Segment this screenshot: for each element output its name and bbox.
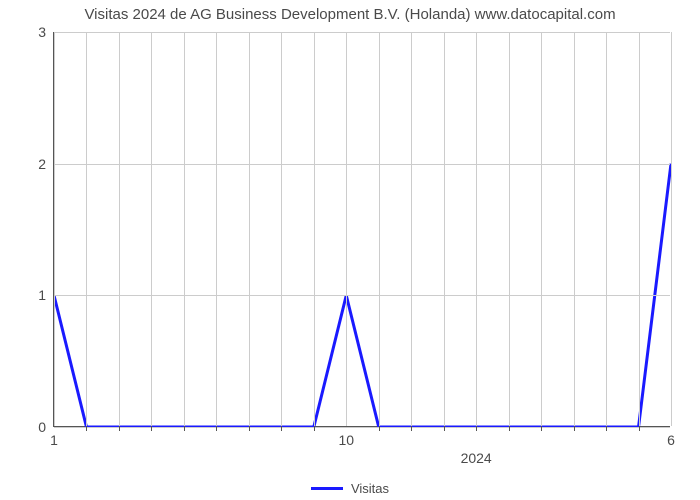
gridline-v xyxy=(541,32,542,426)
plot-area: 012311062024 xyxy=(53,32,670,427)
gridline-v xyxy=(314,32,315,426)
x-minor-tick xyxy=(249,426,250,431)
gridline-h xyxy=(54,427,670,428)
gridline-v xyxy=(379,32,380,426)
gridline-v xyxy=(151,32,152,426)
gridline-v xyxy=(119,32,120,426)
x-minor-tick xyxy=(639,426,640,431)
y-tick-label: 2 xyxy=(38,156,46,172)
legend: Visitas xyxy=(0,478,700,496)
gridline-v xyxy=(476,32,477,426)
visits-line-chart: Visitas 2024 de AG Business Development … xyxy=(0,0,700,500)
gridline-v xyxy=(411,32,412,426)
x-minor-tick xyxy=(541,426,542,431)
x-minor-tick xyxy=(476,426,477,431)
gridline-h xyxy=(54,32,670,33)
legend-swatch xyxy=(311,487,343,490)
x-minor-tick xyxy=(444,426,445,431)
x-sub-label-year: 2024 xyxy=(461,450,492,466)
chart-title: Visitas 2024 de AG Business Development … xyxy=(0,6,700,23)
gridline-h xyxy=(54,295,670,296)
x-minor-tick xyxy=(411,426,412,431)
x-minor-tick xyxy=(574,426,575,431)
x-minor-tick xyxy=(86,426,87,431)
gridline-v xyxy=(54,32,55,426)
x-minor-tick xyxy=(314,426,315,431)
x-tick-label: 6 xyxy=(667,432,675,448)
x-minor-tick xyxy=(184,426,185,431)
gridline-v xyxy=(281,32,282,426)
legend-label: Visitas xyxy=(351,481,389,496)
gridline-v xyxy=(216,32,217,426)
gridline-v xyxy=(86,32,87,426)
y-tick-label: 3 xyxy=(38,24,46,40)
line-layer xyxy=(54,32,671,427)
gridline-h xyxy=(54,164,670,165)
gridline-v xyxy=(184,32,185,426)
x-minor-tick xyxy=(379,426,380,431)
x-minor-tick xyxy=(509,426,510,431)
y-tick-label: 1 xyxy=(38,287,46,303)
x-minor-tick xyxy=(216,426,217,431)
x-minor-tick xyxy=(119,426,120,431)
gridline-v xyxy=(444,32,445,426)
gridline-v xyxy=(509,32,510,426)
y-tick-label: 0 xyxy=(38,419,46,435)
x-minor-tick xyxy=(281,426,282,431)
gridline-v xyxy=(346,32,347,426)
gridline-v xyxy=(606,32,607,426)
gridline-v xyxy=(574,32,575,426)
x-tick-label: 10 xyxy=(338,432,354,448)
gridline-v xyxy=(249,32,250,426)
gridline-v xyxy=(639,32,640,426)
x-minor-tick xyxy=(606,426,607,431)
x-tick-label: 1 xyxy=(50,432,58,448)
x-minor-tick xyxy=(151,426,152,431)
gridline-v xyxy=(671,32,672,426)
legend-item-visitas: Visitas xyxy=(311,481,389,496)
